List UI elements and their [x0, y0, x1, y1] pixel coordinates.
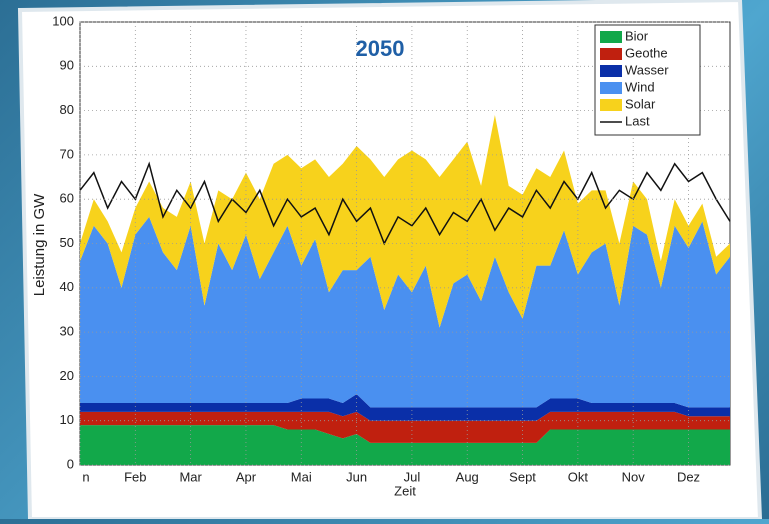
x-axis-label: Zeit [394, 483, 416, 498]
legend-label: Wasser [625, 62, 669, 77]
legend: Bior Geothe Wasser Wind Solar Last [595, 25, 700, 135]
y-axis-label: Leistung in GW [31, 193, 48, 296]
legend-swatch [600, 48, 622, 60]
y-tick-label: 30 [60, 324, 74, 339]
x-tick-label: Okt [568, 469, 589, 484]
y-tick-label: 100 [52, 13, 74, 28]
x-tick-label: Sept [509, 469, 536, 484]
y-tick-label: 0 [67, 456, 74, 471]
x-tick-label: Aug [456, 469, 479, 484]
y-tick-label: 10 [60, 412, 74, 427]
legend-swatch [600, 82, 622, 94]
y-tick-label: 90 [60, 58, 74, 73]
chart: Leistung in GW Zeit 0 10 20 30 40 50 60 70 80 90 1… [0, 0, 769, 519]
y-tick-label: 50 [60, 235, 74, 250]
x-tick-label: Dez [677, 469, 700, 484]
legend-swatch [600, 99, 622, 111]
x-tick-label: Feb [124, 469, 146, 484]
legend-label: Wind [625, 79, 655, 94]
x-tick-label: Jun [346, 469, 367, 484]
slide: Leistung in GW Zeit 0 10 20 30 40 50 60 70 80 90 1… [0, 0, 769, 519]
y-tick-label: 80 [60, 102, 74, 117]
legend-swatch [600, 65, 622, 77]
legend-swatch [600, 31, 622, 43]
x-tick-label: Apr [236, 469, 257, 484]
y-tick-label: 60 [60, 191, 74, 206]
legend-label: Geothe [625, 45, 668, 60]
legend-label: Last [625, 113, 650, 128]
x-tick-label: n [82, 469, 89, 484]
legend-label: Bior [625, 28, 649, 43]
x-tick-label: Mai [291, 469, 312, 484]
x-tick-label: Mar [179, 469, 202, 484]
x-tick-label: Nov [622, 469, 646, 484]
x-tick-label: Jul [404, 469, 421, 484]
legend-label: Solar [625, 96, 656, 111]
y-tick-label: 40 [60, 279, 74, 294]
y-tick-label: 20 [60, 368, 74, 383]
chart-title: 2050 [356, 36, 405, 61]
y-tick-label: 70 [60, 146, 74, 161]
